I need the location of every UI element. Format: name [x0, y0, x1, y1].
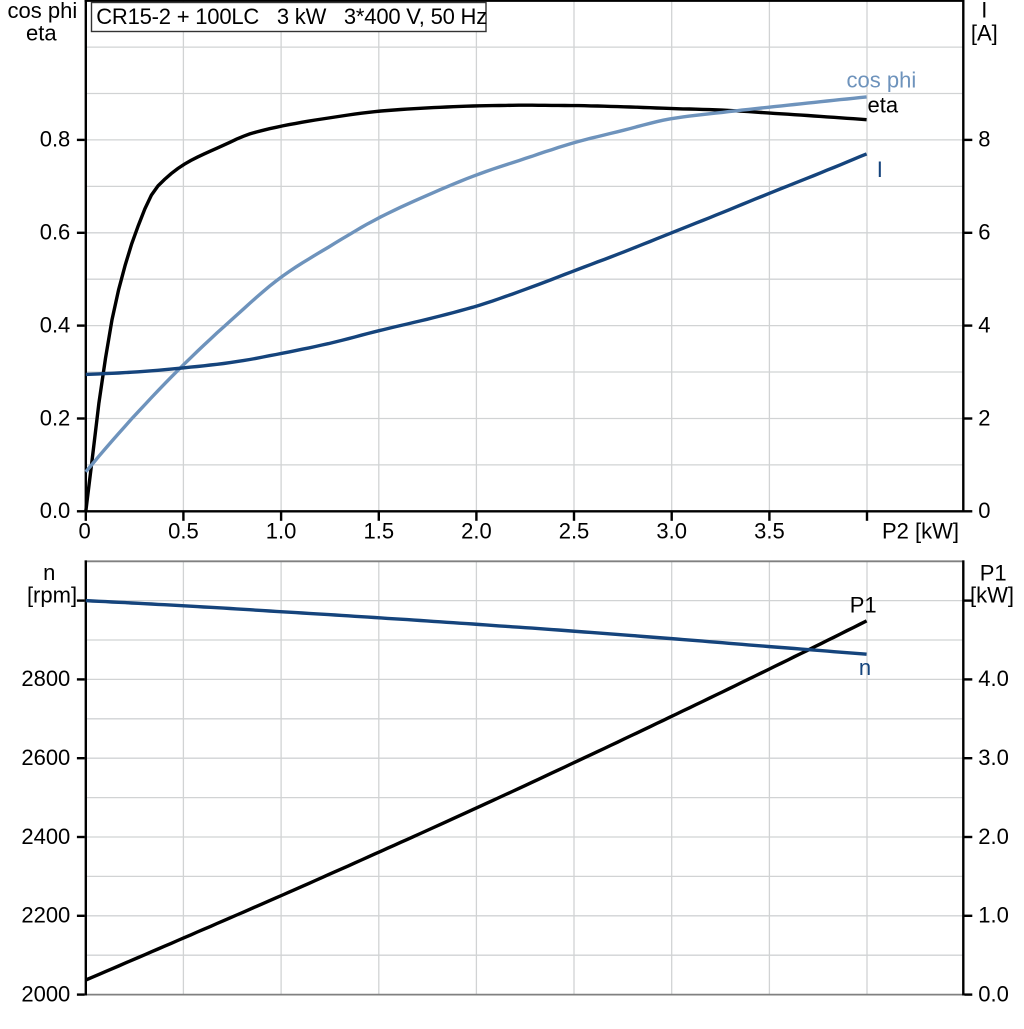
- svg-text:eta: eta: [868, 92, 899, 117]
- svg-text:2200: 2200: [21, 903, 70, 928]
- svg-text:P1: P1: [980, 561, 1007, 586]
- svg-text:2.0: 2.0: [461, 519, 492, 544]
- svg-text:3.5: 3.5: [754, 519, 785, 544]
- svg-text:P1: P1: [850, 592, 877, 617]
- svg-text:I: I: [877, 157, 883, 182]
- svg-text:n: n: [859, 655, 871, 680]
- svg-text:0.6: 0.6: [40, 220, 71, 245]
- svg-text:2600: 2600: [21, 745, 70, 770]
- svg-text:4.0: 4.0: [978, 666, 1009, 691]
- svg-text:0: 0: [78, 519, 90, 544]
- svg-text:0.2: 0.2: [40, 405, 71, 430]
- svg-text:I: I: [981, 0, 987, 23]
- svg-text:0.4: 0.4: [40, 312, 71, 337]
- svg-text:2.0: 2.0: [978, 824, 1009, 849]
- svg-text:0.0: 0.0: [978, 981, 1009, 1006]
- svg-text:1.0: 1.0: [266, 519, 297, 544]
- svg-text:[kW]: [kW]: [970, 583, 1014, 608]
- svg-text:P2 [kW]: P2 [kW]: [882, 519, 959, 544]
- svg-text:2800: 2800: [21, 666, 70, 691]
- svg-text:[rpm]: [rpm]: [27, 583, 77, 608]
- svg-text:0.8: 0.8: [40, 127, 71, 152]
- svg-text:cos phi: cos phi: [847, 68, 917, 93]
- svg-text:eta: eta: [26, 21, 57, 46]
- svg-text:2000: 2000: [21, 981, 70, 1006]
- svg-text:cos phi: cos phi: [8, 0, 78, 23]
- svg-text:1.5: 1.5: [364, 519, 395, 544]
- svg-text:8: 8: [978, 127, 990, 152]
- svg-text:3.0: 3.0: [656, 519, 687, 544]
- svg-text:6: 6: [978, 220, 990, 245]
- svg-text:3.0: 3.0: [978, 745, 1009, 770]
- svg-text:4: 4: [978, 312, 990, 337]
- svg-text:2400: 2400: [21, 824, 70, 849]
- svg-text:2: 2: [978, 405, 990, 430]
- svg-text:CR15-2 + 100LC 3 kW 3*400: CR15-2 + 100LC 3 kW 3*400 V, 50 Hz: [96, 4, 487, 29]
- svg-text:0.5: 0.5: [168, 519, 199, 544]
- svg-text:0.0: 0.0: [40, 498, 71, 523]
- svg-text:n: n: [43, 560, 55, 585]
- svg-text:1.0: 1.0: [978, 903, 1009, 928]
- svg-text:[A]: [A]: [971, 20, 998, 45]
- svg-text:2.5: 2.5: [559, 519, 590, 544]
- svg-text:0: 0: [978, 498, 990, 523]
